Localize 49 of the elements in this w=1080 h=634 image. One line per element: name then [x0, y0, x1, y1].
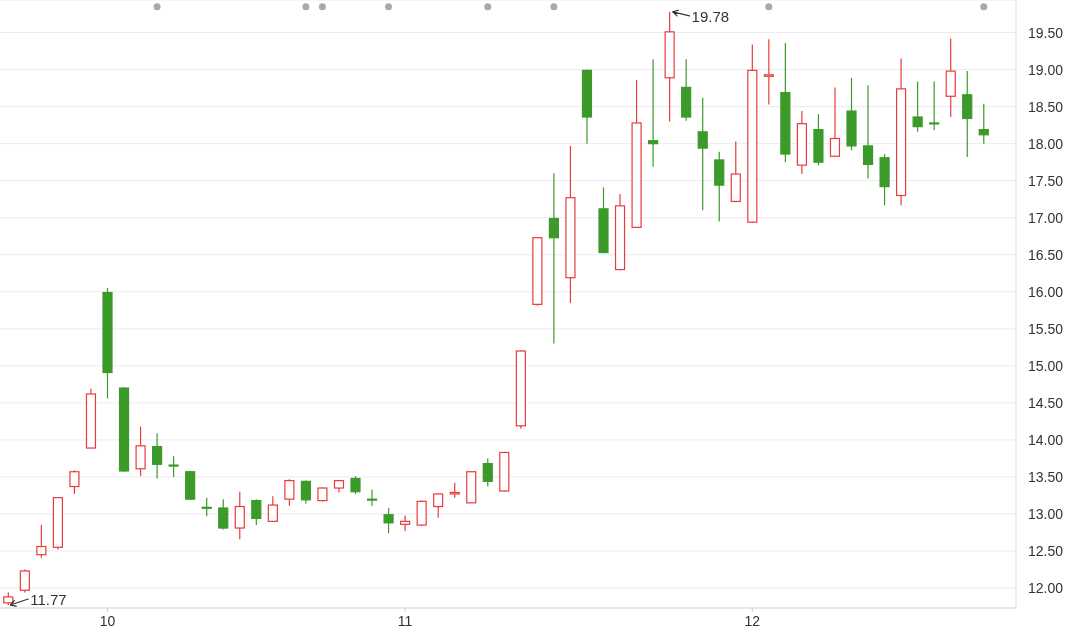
x-tick-label: 10	[99, 613, 116, 629]
y-tick-label: 13.50	[1028, 468, 1064, 485]
candlestick	[366, 488, 378, 507]
y-tick-label: 17.00	[1028, 209, 1064, 226]
candlestick	[19, 568, 30, 594]
candlestick	[416, 500, 427, 527]
y-tick-label: 19.00	[1028, 61, 1064, 78]
candlestick	[69, 469, 80, 495]
candlestick	[36, 524, 47, 559]
candlestick	[135, 425, 146, 477]
candlestick	[962, 70, 973, 158]
candlestick	[912, 80, 923, 133]
candlestick	[218, 498, 229, 531]
candlestick	[648, 58, 659, 168]
candlestick	[234, 491, 245, 540]
y-tick-label: 17.50	[1028, 172, 1064, 189]
candlestick	[168, 455, 179, 478]
candlestick	[267, 495, 278, 523]
candlestick	[929, 80, 940, 131]
candlestick	[284, 478, 295, 507]
y-tick-label: 12.50	[1028, 542, 1064, 559]
candlestick	[978, 103, 989, 145]
candlestick	[862, 84, 874, 180]
y-tick-label: 19.50	[1028, 24, 1064, 41]
y-tick-label: 14.00	[1028, 431, 1064, 448]
candlestick	[433, 492, 444, 519]
candlestick	[152, 432, 163, 479]
x-tick-label: 12	[744, 613, 761, 629]
candlestick	[829, 86, 841, 158]
candlestick	[482, 457, 493, 488]
candlestick	[400, 514, 411, 532]
candlestick	[201, 497, 212, 517]
y-tick-label: 15.00	[1028, 357, 1064, 374]
candlestick	[697, 97, 708, 211]
y-tick-label: 18.00	[1028, 135, 1064, 152]
candlestick	[548, 172, 560, 345]
annotation: 11.77	[30, 590, 67, 608]
candlestick	[763, 38, 774, 106]
x-tick-label: 11	[397, 613, 413, 629]
candlestick	[383, 507, 394, 534]
annotation: 19.78	[691, 8, 730, 26]
y-tick-label: 16.00	[1028, 283, 1064, 300]
y-tick-label: 15.50	[1028, 320, 1064, 337]
y-tick-label: 12.00	[1028, 580, 1064, 596]
y-tick-label: 18.50	[1028, 98, 1064, 115]
y-tick-label: 16.50	[1028, 246, 1064, 263]
y-tick-label: 14.50	[1028, 394, 1064, 411]
candlestick	[251, 498, 262, 526]
y-tick-label: 13.00	[1028, 505, 1064, 522]
